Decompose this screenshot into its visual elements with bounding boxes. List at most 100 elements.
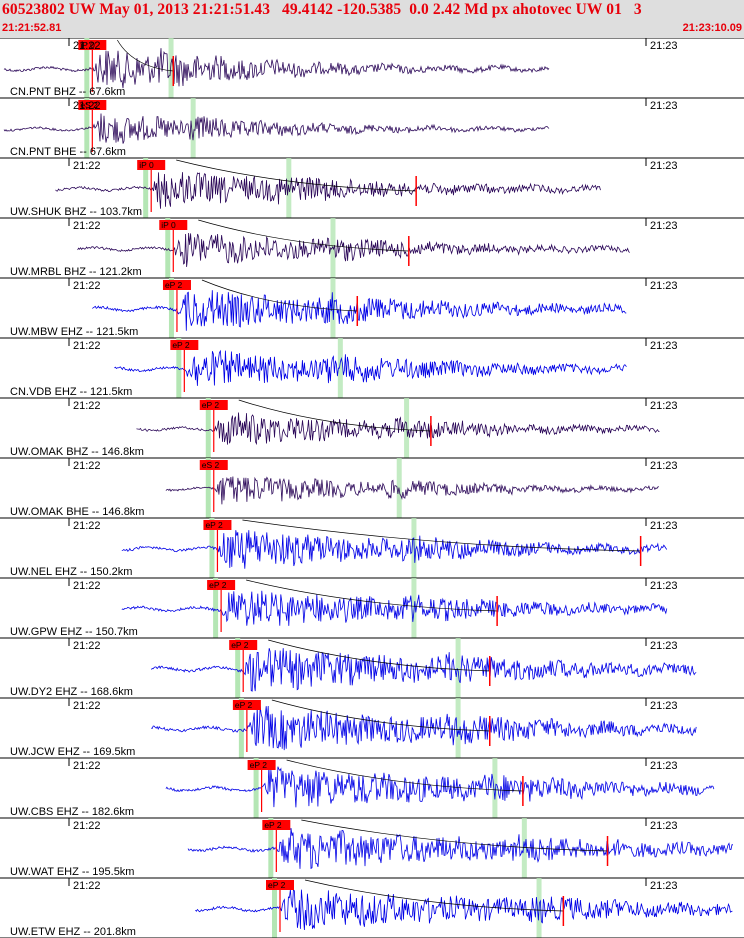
p-window <box>213 578 219 638</box>
minute-label: 21:23 <box>650 400 678 412</box>
pick-label: eP 2 <box>202 400 220 410</box>
minute-label: 21:23 <box>650 340 678 352</box>
station-label: UW.MBW EHZ -- 121.5km <box>10 326 138 338</box>
waveform-trace <box>195 888 733 931</box>
pick-box <box>203 520 232 530</box>
minute-label: 21:22 <box>73 820 101 832</box>
s-window <box>455 698 461 758</box>
minute-label: 21:22 <box>73 580 101 592</box>
station-label: UW.MRBL BHZ -- 121.2km <box>10 266 142 278</box>
minute-label: 21:23 <box>650 520 678 532</box>
station-label: CN.PNT BHE -- 67.6km <box>10 146 126 158</box>
minute-label: 21:22 <box>73 280 101 292</box>
travel-time-curve <box>304 879 564 912</box>
minute-label: 21:22 <box>73 640 101 652</box>
station-label: UW.OMAK BHE -- 146.8km <box>10 506 144 518</box>
pick-label: eP 2 <box>165 280 183 290</box>
p-window <box>253 758 259 818</box>
p-window <box>235 638 241 698</box>
p-window <box>168 278 174 338</box>
station-label: UW.SHUK BHZ -- 103.7km <box>10 206 142 218</box>
travel-time-curve <box>286 759 523 792</box>
minute-label: 21:22 <box>73 400 101 412</box>
pick-box <box>266 880 294 890</box>
pick-label: eP 2 <box>231 640 249 650</box>
travel-time-curve <box>246 579 498 612</box>
waveform-trace <box>77 232 630 267</box>
minute-label: 21:23 <box>650 580 678 592</box>
pick-label: iP 0 <box>80 40 95 50</box>
minute-label: 21:23 <box>650 280 678 292</box>
minute-label: 21:23 <box>650 700 678 712</box>
minute-label: 21:22 <box>73 340 101 352</box>
s-window <box>492 758 498 818</box>
minute-label: 21:23 <box>650 220 678 232</box>
travel-time-curve <box>176 159 417 192</box>
minute-label: 21:23 <box>650 40 678 52</box>
waveform-trace <box>92 290 627 331</box>
time-start-label: 21:21:52.81 <box>2 22 62 34</box>
s-window <box>521 818 527 878</box>
minute-label: 21:22 <box>73 40 101 52</box>
pick-box <box>262 820 291 830</box>
pick-box <box>78 40 107 50</box>
pick-box <box>207 580 236 590</box>
travel-time-curve <box>271 699 490 732</box>
station-label: UW.CBS EHZ -- 182.6km <box>10 806 134 818</box>
pick-label: eP 2 <box>172 340 190 350</box>
minute-label: 21:23 <box>650 460 678 472</box>
minute-label: 21:23 <box>650 820 678 832</box>
minute-label: 21:22 <box>73 100 101 112</box>
s-window <box>337 338 343 398</box>
minute-label: 21:22 <box>73 460 101 472</box>
pick-box <box>137 160 166 170</box>
time-end-label: 21:23:10.09 <box>682 22 742 34</box>
waveform-trace <box>151 705 697 751</box>
pick-label: eP 2 <box>268 880 286 890</box>
travel-time-curve <box>117 39 174 72</box>
minute-label: 21:22 <box>73 220 101 232</box>
station-label: CN.VDB EHZ -- 121.5km <box>10 386 132 398</box>
waveform-trace <box>150 648 697 692</box>
minute-label: 21:23 <box>650 160 678 172</box>
waveform-trace <box>187 827 734 870</box>
station-label: UW.GPW EHZ -- 150.7km <box>10 626 138 638</box>
station-label: UW.NEL EHZ -- 150.2km <box>10 566 132 578</box>
pick-label: eP 2 <box>205 520 223 530</box>
pick-box <box>162 280 191 290</box>
event-header: 60523802 UW May 01, 2013 21:21:51.43 49.… <box>0 0 744 38</box>
travel-time-curve <box>268 639 490 672</box>
pick-box <box>199 400 228 410</box>
travel-time-curve <box>242 519 641 552</box>
station-label: CN.PNT BHZ -- 67.6km <box>10 86 125 98</box>
waveform-trace <box>121 530 668 569</box>
p-window <box>84 38 90 98</box>
station-label: UW.ETW EHZ -- 201.8km <box>10 926 136 938</box>
pick-label: eP 2 <box>209 580 227 590</box>
travel-time-curve <box>198 219 409 252</box>
p-window <box>205 398 211 458</box>
event-title: 60523802 UW May 01, 2013 21:21:51.43 49.… <box>2 1 642 18</box>
p-window <box>268 818 274 878</box>
waveform-trace <box>121 590 668 626</box>
pick-box <box>247 760 276 770</box>
pick-box <box>78 100 107 110</box>
station-label: UW.DY2 EHZ -- 168.6km <box>10 686 133 698</box>
minute-label: 21:22 <box>73 700 101 712</box>
pick-box <box>199 460 228 470</box>
pick-box <box>159 220 188 230</box>
s-window <box>455 638 461 698</box>
minute-label: 21:22 <box>73 520 101 532</box>
minute-label: 21:23 <box>650 760 678 772</box>
minute-label: 21:22 <box>73 880 101 892</box>
waveform-trace <box>136 412 660 446</box>
s-window <box>168 38 174 98</box>
minute-label: 21:23 <box>650 880 678 892</box>
pick-label: eP 2 <box>235 700 253 710</box>
station-label: UW.OMAK BHZ -- 146.8km <box>10 446 144 458</box>
travel-time-curve <box>301 819 608 852</box>
station-label: UW.WAT EHZ -- 195.5km <box>10 866 134 878</box>
p-window <box>176 338 182 398</box>
travel-time-curve <box>238 399 431 432</box>
